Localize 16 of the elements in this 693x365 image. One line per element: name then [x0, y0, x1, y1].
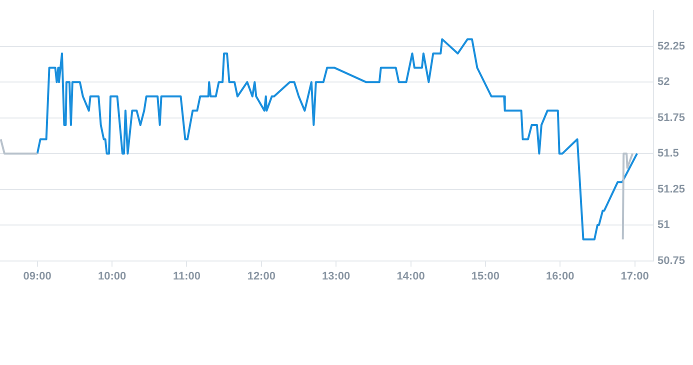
x-tick-label: 14:00 — [396, 270, 425, 282]
x-tick-label: 09:00 — [23, 270, 52, 282]
y-tick-label: 52 — [657, 76, 670, 88]
x-tick-label: 16:00 — [546, 270, 574, 282]
y-tick-label: 51.25 — [657, 183, 686, 196]
y-tick-label: 51.5 — [657, 148, 679, 160]
x-tick-label: 10:00 — [98, 270, 126, 282]
y-tick-label: 51.75 — [657, 112, 686, 124]
x-tick-label: 12:00 — [247, 270, 276, 282]
x-tick-label: 11:00 — [172, 270, 200, 282]
x-tick-label: 17:00 — [620, 270, 649, 282]
y-tick-label: 50.75 — [657, 254, 686, 267]
x-tick-label: 15:00 — [471, 270, 500, 282]
y-tick-label: 52.25 — [657, 40, 686, 52]
x-tick-label: 13:00 — [322, 270, 350, 282]
y-tick-label: 51 — [657, 219, 670, 232]
